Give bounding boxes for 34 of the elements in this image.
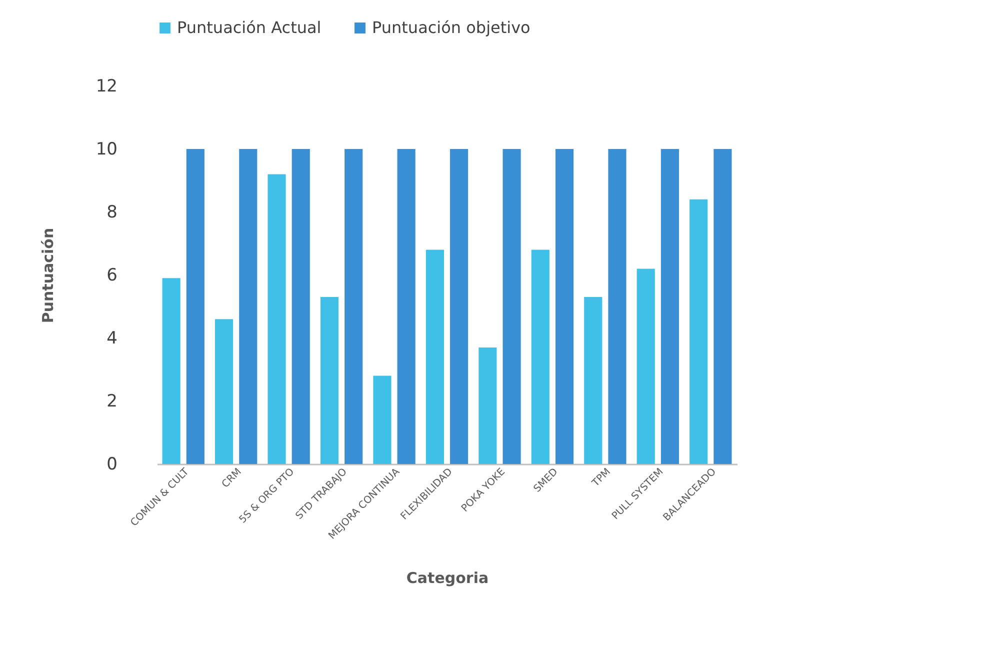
bar bbox=[660, 149, 679, 464]
bar bbox=[162, 278, 180, 464]
bar bbox=[186, 149, 204, 464]
bar bbox=[268, 174, 286, 464]
bar bbox=[714, 149, 732, 464]
bar bbox=[531, 250, 550, 464]
bar bbox=[555, 149, 574, 464]
bar bbox=[215, 319, 234, 464]
bar bbox=[397, 149, 416, 464]
bar bbox=[636, 268, 655, 464]
bar bbox=[450, 149, 468, 464]
legend-label: Puntuación Actual bbox=[177, 18, 322, 37]
bar bbox=[239, 149, 258, 464]
bar bbox=[502, 149, 521, 464]
y-tick-label: 12 bbox=[96, 76, 118, 96]
bar bbox=[426, 250, 444, 464]
y-tick-label: 0 bbox=[106, 454, 118, 474]
x-tick-label: TPM bbox=[590, 466, 613, 490]
bar bbox=[292, 149, 310, 464]
y-tick-label: 4 bbox=[106, 328, 118, 348]
bar bbox=[608, 149, 626, 464]
legend-label: Puntuación objetivo bbox=[372, 18, 530, 37]
bar bbox=[344, 149, 363, 464]
bar bbox=[584, 297, 602, 464]
bar bbox=[320, 297, 339, 464]
bar bbox=[373, 376, 392, 464]
y-axis-title: Puntuación bbox=[38, 228, 57, 324]
y-tick-label: 2 bbox=[106, 392, 118, 412]
y-tick-label: 6 bbox=[106, 266, 118, 286]
x-axis-title: Categoria bbox=[406, 569, 489, 587]
y-tick-label: 10 bbox=[96, 140, 118, 160]
y-tick-label: 8 bbox=[106, 202, 118, 222]
bar bbox=[690, 199, 708, 464]
bar bbox=[478, 347, 497, 464]
